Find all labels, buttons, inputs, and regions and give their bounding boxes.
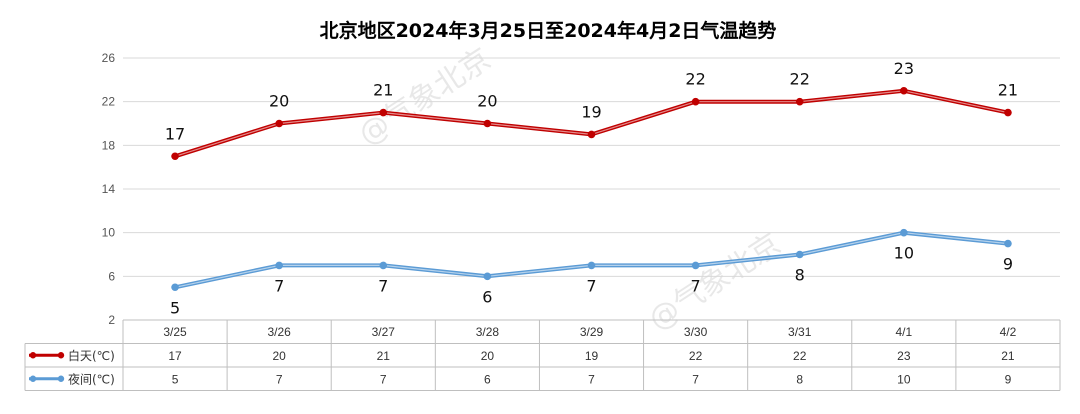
y-tick-label: 6 [108,269,115,283]
data-point [795,250,804,259]
x-category-label: 3/25 [163,325,187,339]
data-point [1004,239,1012,248]
data-label: 7 [586,276,596,295]
y-tick-label: 10 [102,226,116,240]
data-label: 9 [1003,255,1013,274]
data-point [795,97,804,106]
data-label: 7 [274,276,284,295]
legend-entry: 白天(℃) [68,348,115,363]
y-tick-label: 18 [102,138,116,152]
data-point [171,152,179,161]
legend-marker [29,352,37,359]
data-label: 21 [373,81,393,100]
table-cell-value: 21 [1001,349,1015,363]
legend-entry: 夜间(℃) [68,371,115,386]
y-tick-label: 2 [108,313,115,327]
data-point [691,261,700,270]
table-cell-value: 21 [377,349,391,363]
data-label: 22 [685,70,705,89]
data-label: 5 [170,298,180,317]
table-cell-value: 22 [689,349,703,363]
legend-marker [57,375,65,382]
watermark-text: @气象北京 [642,227,787,338]
data-label: 7 [378,276,388,295]
chart-title: 北京地区2024年3月25日至2024年4月2日气温趋势 [320,19,777,42]
table-cell-value: 7 [692,372,699,386]
data-point [275,119,283,128]
data-point [483,272,492,281]
table-cell-value: 7 [380,372,387,386]
series-line [174,88,1009,159]
x-category-label: 3/26 [267,325,291,339]
table-cell-value: 9 [1005,372,1012,386]
table-cell-value: 20 [272,349,286,363]
table-cell-value: 17 [168,349,182,363]
table-cell-value: 8 [796,372,803,386]
data-point [171,283,179,292]
x-category-label: 3/28 [476,325,500,339]
table-cell-value: 7 [588,372,595,386]
table-cell-value: 22 [793,349,807,363]
table-cell-value: 7 [276,372,283,386]
data-label: 19 [581,102,601,121]
data-point [900,228,908,237]
x-category-label: 4/1 [895,325,912,339]
x-category-label: 3/27 [372,325,396,339]
data-point [900,86,908,95]
x-category-label: 3/29 [580,325,604,339]
y-tick-label: 26 [102,51,116,65]
data-point [379,108,388,117]
table-cell-value: 20 [481,349,495,363]
data-label: 22 [790,70,810,89]
table-cell-value: 6 [484,372,491,386]
table-cell-value: 10 [897,372,911,386]
x-category-label: 3/30 [684,325,708,339]
data-point [275,261,283,270]
data-label: 7 [691,276,701,295]
data-label: 17 [165,124,185,143]
table-cell-value: 19 [585,349,599,363]
table-cell-value: 23 [897,349,911,363]
x-category-label: 4/2 [1000,325,1017,339]
data-label: 20 [269,92,289,111]
data-label: 20 [477,92,497,111]
x-category-label: 3/31 [788,325,812,339]
data-point [587,130,596,139]
y-tick-label: 14 [102,182,116,196]
series-line-highlight [174,90,1009,157]
data-label: 6 [482,287,492,306]
data-point [483,119,492,128]
data-label: 8 [795,266,805,285]
legend-marker [57,352,65,359]
data-label: 23 [894,59,914,78]
data-point [379,261,388,270]
data-point [691,97,700,106]
data-point [1004,108,1012,117]
data-label: 10 [894,244,914,263]
data-label: 21 [998,81,1018,100]
y-tick-label: 22 [102,95,116,109]
table-cell-value: 5 [172,372,179,386]
data-point [587,261,596,270]
legend-marker [29,375,37,382]
